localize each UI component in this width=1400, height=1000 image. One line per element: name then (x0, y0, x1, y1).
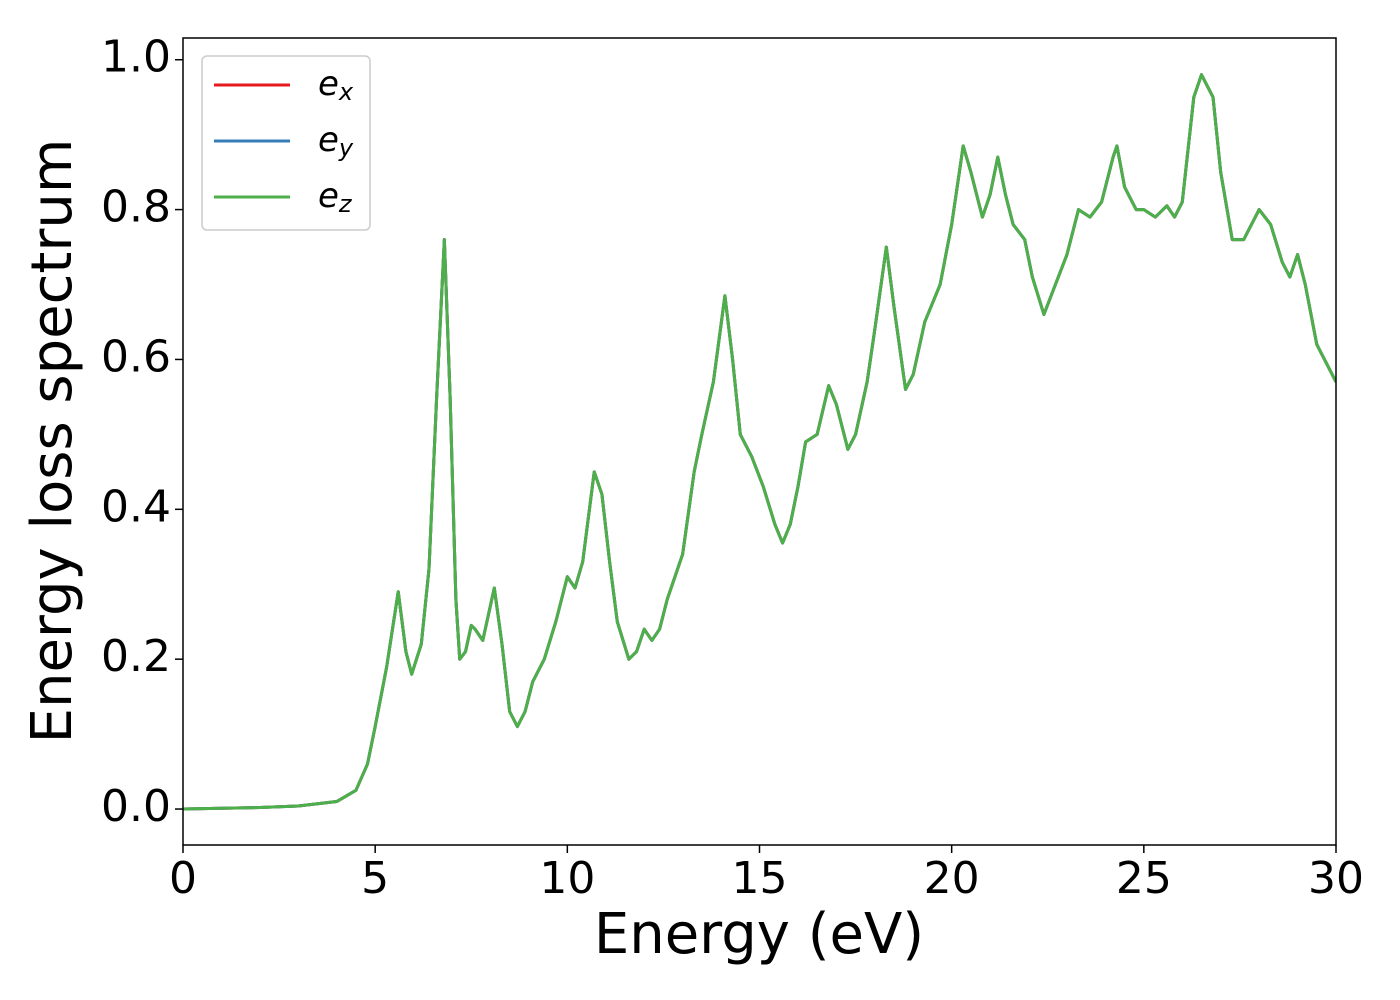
x-tick-label: 30 (1308, 853, 1364, 904)
legend-label: ez (318, 176, 353, 219)
y-tick-label: 0.8 (101, 182, 171, 233)
x-tick-label: 15 (732, 853, 788, 904)
y-tick-label: 1.0 (101, 32, 171, 83)
x-tick-label: 25 (1116, 853, 1172, 904)
plot-frame (182, 37, 1337, 846)
y-tick-label: 0.4 (101, 481, 171, 532)
y-tick-label: 0.2 (101, 631, 171, 682)
legend-label: ey (318, 120, 354, 163)
y-axis-label: Energy loss spectrum (20, 139, 85, 744)
x-tick-label: 5 (361, 853, 389, 904)
y-tick-label: 0.6 (101, 331, 171, 382)
line (183, 73, 1336, 811)
y-tick-label: 0.0 (101, 781, 171, 832)
x-axis-label: Energy (eV) (594, 902, 924, 967)
x-tick-label: 0 (169, 853, 197, 904)
legend-box (201, 55, 371, 231)
x-tick-label: 20 (924, 853, 980, 904)
legend-label: ex (318, 64, 354, 107)
x-tick-label: 10 (539, 853, 595, 904)
